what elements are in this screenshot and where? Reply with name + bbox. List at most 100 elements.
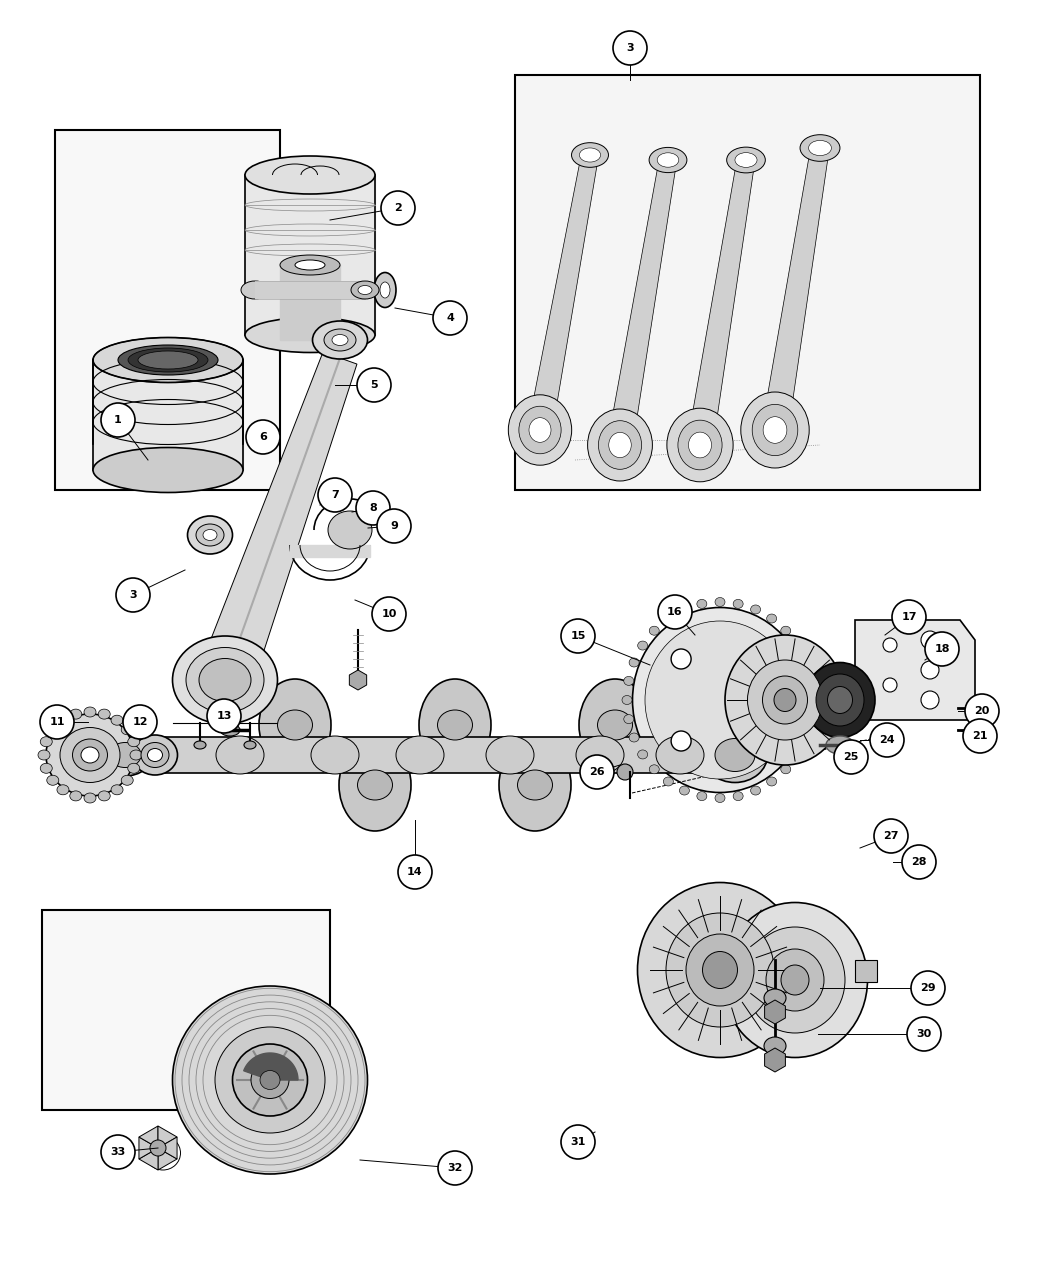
Ellipse shape [764, 989, 786, 1007]
Circle shape [438, 1151, 472, 1184]
Circle shape [123, 705, 158, 739]
Ellipse shape [816, 674, 864, 725]
Text: 3: 3 [129, 590, 136, 601]
Ellipse shape [47, 724, 59, 734]
Ellipse shape [715, 598, 724, 607]
Ellipse shape [244, 741, 256, 748]
Circle shape [921, 660, 939, 680]
Circle shape [671, 731, 691, 751]
Polygon shape [290, 544, 370, 557]
Ellipse shape [111, 785, 123, 794]
Ellipse shape [374, 273, 396, 307]
Bar [55, 130, 280, 490]
Polygon shape [764, 1048, 785, 1072]
Circle shape [671, 649, 691, 669]
Ellipse shape [766, 949, 824, 1011]
Ellipse shape [752, 404, 798, 455]
Ellipse shape [216, 736, 264, 774]
Text: 29: 29 [920, 983, 936, 993]
Circle shape [925, 632, 959, 666]
Ellipse shape [57, 715, 69, 725]
Text: 26: 26 [589, 768, 605, 776]
Ellipse shape [260, 1071, 280, 1090]
Ellipse shape [47, 775, 59, 785]
Ellipse shape [60, 728, 120, 783]
Circle shape [318, 478, 352, 513]
Circle shape [921, 631, 939, 649]
Ellipse shape [194, 741, 206, 748]
Ellipse shape [138, 351, 198, 368]
Circle shape [561, 618, 595, 653]
Text: 20: 20 [974, 706, 990, 717]
Ellipse shape [508, 395, 571, 465]
Circle shape [834, 740, 868, 774]
Ellipse shape [111, 715, 123, 725]
Ellipse shape [186, 648, 264, 713]
Circle shape [561, 1125, 595, 1159]
Polygon shape [244, 1053, 298, 1080]
Circle shape [911, 972, 945, 1005]
Circle shape [372, 597, 406, 631]
Text: 21: 21 [972, 731, 988, 741]
Ellipse shape [518, 770, 552, 799]
Ellipse shape [358, 286, 372, 295]
Text: 25: 25 [843, 752, 859, 762]
Ellipse shape [351, 280, 379, 300]
Ellipse shape [128, 764, 140, 774]
Ellipse shape [232, 1044, 308, 1116]
Ellipse shape [69, 709, 82, 719]
Text: 5: 5 [371, 380, 378, 390]
Ellipse shape [84, 708, 96, 717]
Ellipse shape [280, 255, 340, 275]
Ellipse shape [679, 604, 690, 615]
Ellipse shape [724, 635, 845, 765]
Ellipse shape [118, 346, 218, 375]
Ellipse shape [774, 688, 796, 711]
Ellipse shape [486, 736, 534, 774]
Ellipse shape [666, 913, 774, 1026]
Polygon shape [764, 1000, 785, 1024]
Text: 15: 15 [570, 631, 586, 641]
Polygon shape [158, 1126, 177, 1148]
Ellipse shape [826, 736, 854, 754]
Ellipse shape [128, 737, 140, 747]
Polygon shape [139, 1126, 157, 1148]
Ellipse shape [597, 710, 632, 740]
Polygon shape [245, 175, 375, 335]
Ellipse shape [172, 636, 277, 724]
Ellipse shape [746, 927, 845, 1033]
Ellipse shape [764, 1037, 786, 1054]
Ellipse shape [93, 338, 243, 382]
Ellipse shape [766, 776, 777, 785]
Ellipse shape [128, 348, 208, 372]
Ellipse shape [69, 790, 82, 801]
Ellipse shape [251, 1062, 289, 1099]
Circle shape [902, 845, 936, 878]
Circle shape [749, 649, 769, 669]
Ellipse shape [295, 260, 326, 270]
Ellipse shape [649, 765, 659, 774]
Ellipse shape [419, 680, 491, 771]
Text: 6: 6 [259, 432, 267, 442]
Ellipse shape [147, 748, 163, 761]
Ellipse shape [678, 421, 722, 470]
Ellipse shape [499, 740, 571, 831]
Ellipse shape [697, 599, 707, 608]
Ellipse shape [801, 733, 811, 742]
Ellipse shape [667, 408, 733, 482]
Ellipse shape [763, 417, 786, 444]
Bar [514, 75, 980, 490]
Ellipse shape [649, 626, 659, 635]
Circle shape [870, 723, 904, 757]
Ellipse shape [689, 432, 712, 458]
Ellipse shape [656, 736, 704, 774]
Ellipse shape [93, 448, 243, 492]
Ellipse shape [733, 599, 743, 608]
Text: 7: 7 [331, 490, 339, 500]
Text: 10: 10 [381, 609, 397, 618]
Ellipse shape [632, 607, 807, 793]
Text: 9: 9 [390, 521, 398, 530]
Circle shape [381, 191, 415, 224]
Ellipse shape [203, 529, 217, 541]
Circle shape [883, 678, 897, 692]
